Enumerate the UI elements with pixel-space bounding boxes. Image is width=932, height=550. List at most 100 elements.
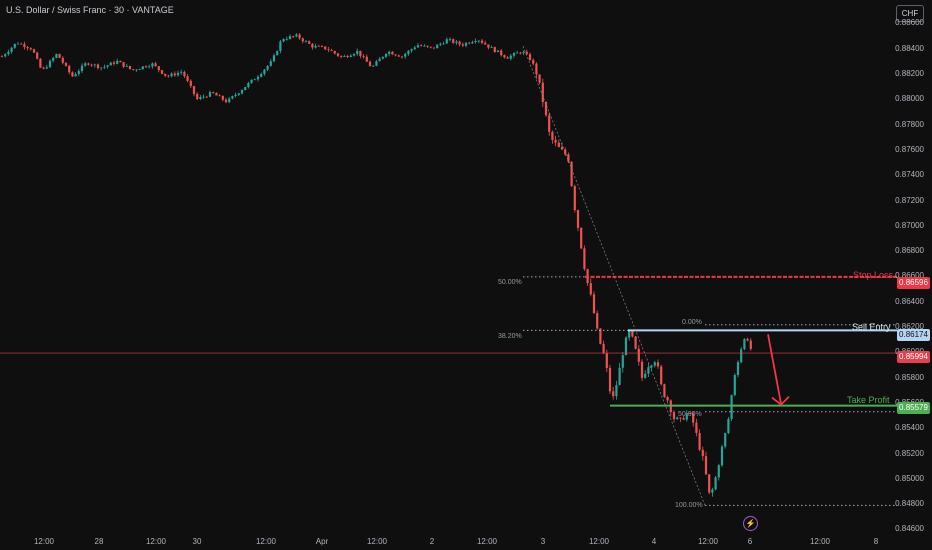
candle-body — [189, 80, 192, 87]
x-tick: 12:00 — [809, 537, 831, 546]
y-tick: 0.88000 — [895, 94, 924, 104]
candle-body — [538, 74, 541, 83]
candle-body — [119, 60, 122, 63]
candle-body — [160, 70, 164, 74]
candle-body — [71, 72, 74, 77]
candle-body — [624, 337, 628, 356]
candle-body — [634, 336, 637, 349]
candle-body — [52, 57, 55, 61]
candle-body — [570, 161, 573, 187]
candle-body — [333, 51, 336, 54]
candle-body — [458, 41, 461, 45]
candle-body — [576, 210, 580, 228]
candle-body — [205, 96, 208, 98]
candle-body — [128, 65, 132, 70]
candle-body — [29, 48, 32, 50]
candles-group — [0, 32, 752, 497]
candle-body — [311, 43, 314, 48]
candle-body — [144, 66, 148, 68]
candle-body — [247, 82, 250, 88]
y-tick: 0.87400 — [895, 170, 924, 180]
stop-loss-price-tag: 0.86596 — [897, 277, 930, 289]
stop-loss-label: Stop Loss — [853, 270, 894, 280]
candle-body — [138, 69, 141, 70]
candle-body — [301, 38, 304, 42]
currency-button[interactable]: CHF — [896, 5, 924, 22]
candle-body — [116, 60, 119, 64]
candle-body — [141, 66, 144, 70]
candle-body — [288, 36, 292, 39]
candle-body — [93, 64, 96, 66]
sell-arrow-head — [771, 395, 790, 406]
candle-body — [647, 367, 650, 374]
sell-entry-label: Sell Entry — [852, 322, 891, 332]
x-tick: 28 — [94, 537, 104, 546]
candle-body — [298, 34, 301, 39]
candle-body — [554, 139, 557, 143]
candle-body — [567, 154, 570, 162]
candle-body — [244, 87, 247, 91]
candle-body — [682, 418, 685, 420]
candle-body — [535, 63, 538, 75]
candle-body — [592, 294, 596, 314]
candle-body — [672, 412, 676, 420]
candle-body — [279, 41, 282, 51]
candle-body — [442, 43, 445, 45]
candle-body — [154, 63, 157, 67]
candle-body — [330, 50, 333, 52]
candle-body — [378, 58, 381, 62]
candle-body — [509, 55, 512, 59]
candle-body — [656, 362, 660, 367]
candle-body — [599, 328, 602, 344]
candle-body — [39, 58, 42, 68]
candle-body — [237, 93, 240, 95]
candle-body — [272, 55, 276, 62]
candle-body — [125, 65, 128, 67]
candle-body — [410, 49, 413, 51]
candle-body — [740, 349, 743, 363]
candle-body — [0, 56, 4, 58]
candle-body — [548, 115, 551, 132]
candle-body — [541, 82, 544, 103]
fib-0-label: 0.00% — [682, 319, 702, 326]
candle-body — [730, 395, 733, 419]
candle-body — [240, 90, 244, 94]
candle-body — [317, 45, 320, 47]
candle-body — [487, 44, 490, 48]
candle-body — [701, 449, 704, 457]
candle-body — [471, 41, 474, 44]
candle-body — [327, 49, 330, 51]
candle-body — [58, 53, 61, 58]
candle-body — [397, 55, 400, 57]
candle-body — [391, 51, 394, 55]
candle-body — [464, 42, 468, 46]
candle-body — [532, 59, 535, 64]
candle-body — [714, 477, 717, 490]
candle-body — [87, 63, 90, 65]
y-tick: 0.86800 — [895, 246, 924, 256]
candle-body — [218, 95, 221, 97]
fib-382-label: 38.20% — [498, 333, 522, 340]
candle-body — [653, 362, 656, 366]
candle-body — [679, 417, 682, 419]
candle-body — [628, 330, 631, 338]
candle-body — [263, 69, 266, 74]
candle-body — [112, 62, 116, 64]
candle-body — [640, 361, 644, 378]
candle-body — [7, 51, 10, 55]
candle-body — [372, 65, 375, 67]
x-tick: 12:00 — [33, 537, 55, 546]
x-tick: 12:00 — [476, 537, 498, 546]
candle-body — [4, 54, 7, 57]
candle-body — [663, 384, 666, 397]
candle-body — [180, 71, 183, 73]
candle-body — [352, 53, 356, 56]
y-tick: 0.86400 — [895, 296, 924, 306]
y-tick: 0.85000 — [895, 473, 924, 483]
candle-body — [340, 55, 343, 57]
candle-body — [109, 62, 112, 66]
x-tick: 12:00 — [366, 537, 388, 546]
candle-body — [519, 52, 522, 54]
lightning-icon[interactable]: ⚡ — [743, 516, 758, 531]
